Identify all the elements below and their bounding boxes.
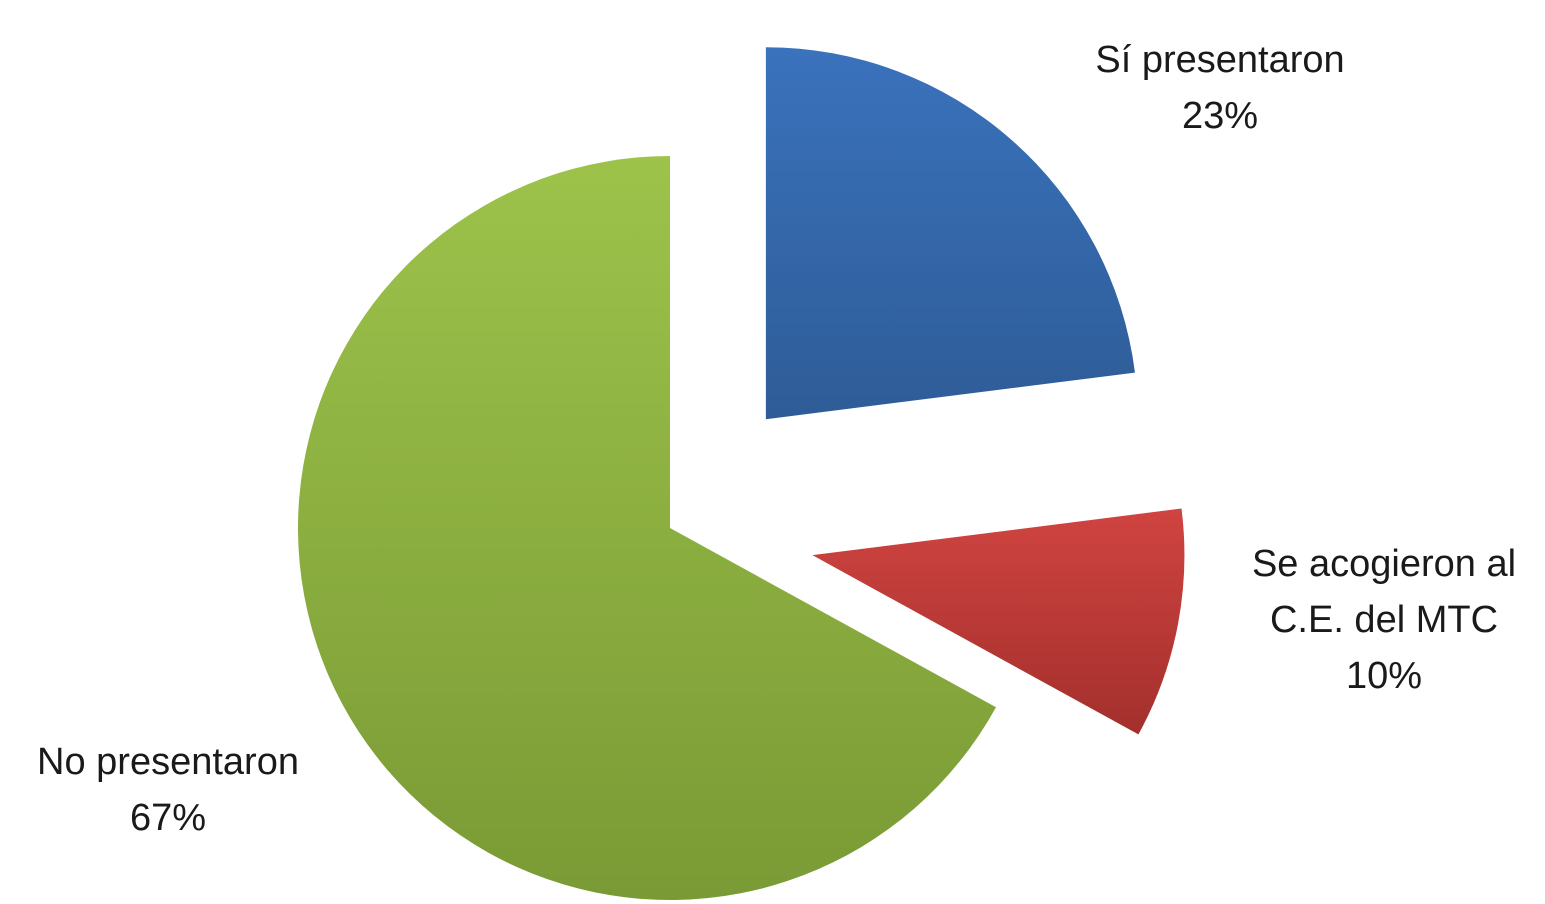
pie-slice-3 <box>298 156 996 900</box>
pie-label-1: Sí presentaron 23% <box>1095 39 1344 137</box>
pie-label-line: 10% <box>1346 655 1422 697</box>
pie-slices <box>298 47 1185 900</box>
pie-label-line: C.E. del MTC <box>1270 599 1498 641</box>
pie-label-line: Sí presentaron <box>1095 39 1344 81</box>
pie-label-line: 23% <box>1182 95 1258 137</box>
pie-label-line: No presentaron <box>37 741 299 783</box>
pie-slice-2 <box>812 508 1185 735</box>
pie-label-2: Se acogieron al C.E. del MTC 10% <box>1252 543 1516 697</box>
pie-labels: Sí presentaron 23% Se acogieron al C.E. del… <box>37 39 1516 839</box>
pie-label-line: Se acogieron al <box>1252 543 1516 585</box>
pie-label-line: 67% <box>130 797 206 839</box>
pie-label-3: No presentaron 67% <box>37 741 299 839</box>
pie-slice-1 <box>765 47 1135 420</box>
